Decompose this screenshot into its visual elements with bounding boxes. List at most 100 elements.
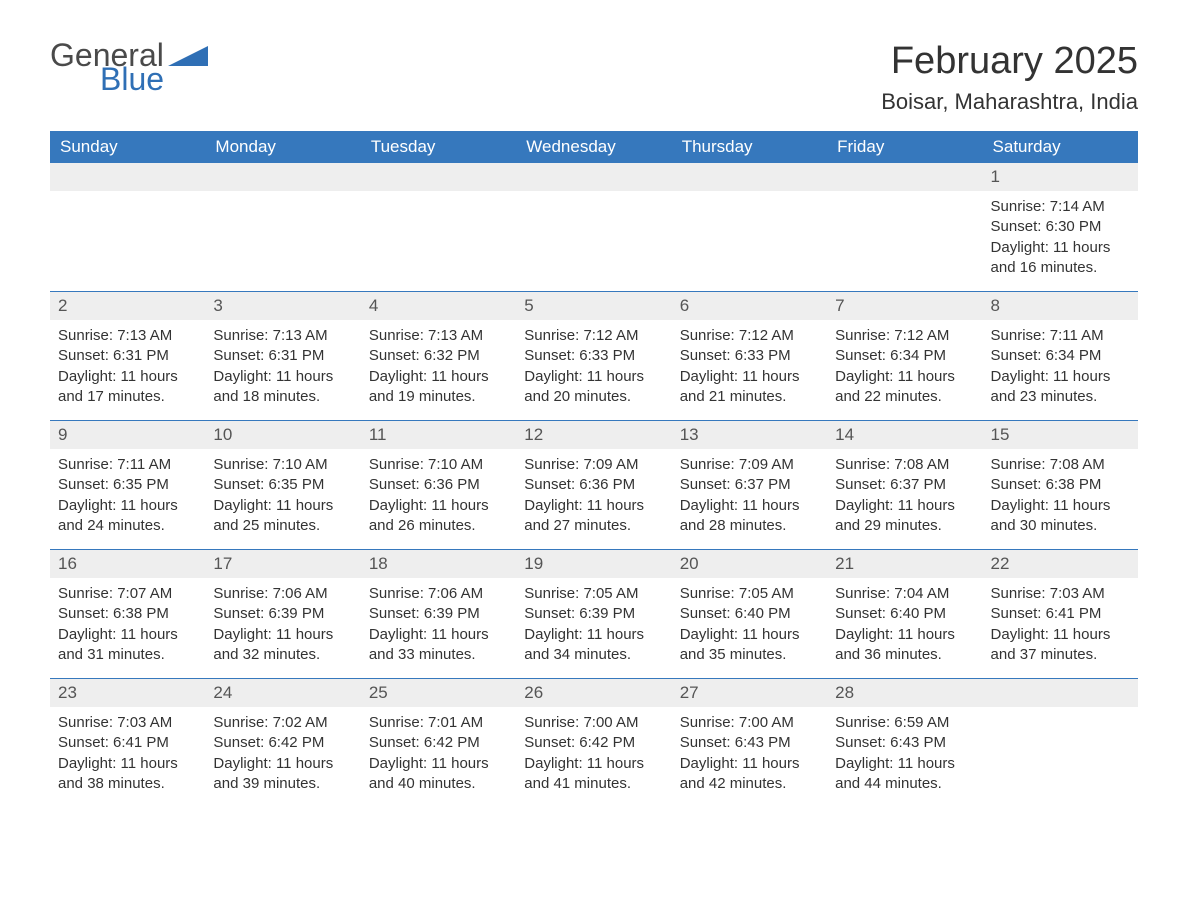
sunset-text: Sunset: 6:35 PM (58, 475, 197, 495)
daylight-text: Daylight: 11 hours and 25 minutes. (213, 496, 352, 537)
day-number (827, 163, 982, 191)
day-cell (50, 163, 205, 291)
day-details: Sunrise: 7:09 AMSunset: 6:36 PMDaylight:… (516, 449, 671, 546)
day-header-row: Sunday Monday Tuesday Wednesday Thursday… (50, 131, 1138, 163)
daylight-text: Daylight: 11 hours and 18 minutes. (213, 367, 352, 408)
day-details: Sunrise: 6:59 AMSunset: 6:43 PMDaylight:… (827, 707, 982, 804)
day-number: 8 (983, 292, 1138, 320)
day-number (516, 163, 671, 191)
sunset-text: Sunset: 6:43 PM (835, 733, 974, 753)
sunset-text: Sunset: 6:36 PM (369, 475, 508, 495)
col-tuesday: Tuesday (361, 131, 516, 163)
day-details: Sunrise: 7:08 AMSunset: 6:38 PMDaylight:… (983, 449, 1138, 546)
daylight-text: Daylight: 11 hours and 35 minutes. (680, 625, 819, 666)
sunset-text: Sunset: 6:32 PM (369, 346, 508, 366)
sunset-text: Sunset: 6:38 PM (58, 604, 197, 624)
day-number (672, 163, 827, 191)
day-number: 20 (672, 550, 827, 578)
day-number: 4 (361, 292, 516, 320)
day-number: 10 (205, 421, 360, 449)
sunset-text: Sunset: 6:43 PM (680, 733, 819, 753)
sunrise-text: Sunrise: 7:03 AM (58, 713, 197, 733)
day-details: Sunrise: 7:06 AMSunset: 6:39 PMDaylight:… (361, 578, 516, 675)
sunset-text: Sunset: 6:34 PM (835, 346, 974, 366)
day-cell (672, 163, 827, 291)
sunrise-text: Sunrise: 7:10 AM (213, 455, 352, 475)
day-details: Sunrise: 7:00 AMSunset: 6:42 PMDaylight:… (516, 707, 671, 804)
day-details: Sunrise: 7:01 AMSunset: 6:42 PMDaylight:… (361, 707, 516, 804)
day-number: 2 (50, 292, 205, 320)
day-number: 26 (516, 679, 671, 707)
day-details: Sunrise: 7:11 AMSunset: 6:34 PMDaylight:… (983, 320, 1138, 417)
day-cell: 14Sunrise: 7:08 AMSunset: 6:37 PMDayligh… (827, 421, 982, 549)
day-number (50, 163, 205, 191)
day-number: 23 (50, 679, 205, 707)
day-cell: 26Sunrise: 7:00 AMSunset: 6:42 PMDayligh… (516, 679, 671, 807)
day-cell: 15Sunrise: 7:08 AMSunset: 6:38 PMDayligh… (983, 421, 1138, 549)
day-details: Sunrise: 7:13 AMSunset: 6:31 PMDaylight:… (50, 320, 205, 417)
day-details: Sunrise: 7:13 AMSunset: 6:31 PMDaylight:… (205, 320, 360, 417)
day-number (205, 163, 360, 191)
sunset-text: Sunset: 6:41 PM (58, 733, 197, 753)
sunrise-text: Sunrise: 7:08 AM (835, 455, 974, 475)
day-cell: 4Sunrise: 7:13 AMSunset: 6:32 PMDaylight… (361, 292, 516, 420)
day-cell: 3Sunrise: 7:13 AMSunset: 6:31 PMDaylight… (205, 292, 360, 420)
sunset-text: Sunset: 6:37 PM (835, 475, 974, 495)
sunrise-text: Sunrise: 7:05 AM (680, 584, 819, 604)
sunset-text: Sunset: 6:39 PM (524, 604, 663, 624)
day-details: Sunrise: 7:13 AMSunset: 6:32 PMDaylight:… (361, 320, 516, 417)
day-details: Sunrise: 7:05 AMSunset: 6:39 PMDaylight:… (516, 578, 671, 675)
sunset-text: Sunset: 6:42 PM (213, 733, 352, 753)
day-details: Sunrise: 7:12 AMSunset: 6:33 PMDaylight:… (672, 320, 827, 417)
day-cell: 11Sunrise: 7:10 AMSunset: 6:36 PMDayligh… (361, 421, 516, 549)
page-title: February 2025 (881, 40, 1138, 83)
daylight-text: Daylight: 11 hours and 39 minutes. (213, 754, 352, 795)
sunset-text: Sunset: 6:40 PM (680, 604, 819, 624)
day-cell: 1Sunrise: 7:14 AMSunset: 6:30 PMDaylight… (983, 163, 1138, 291)
day-number: 6 (672, 292, 827, 320)
sunrise-text: Sunrise: 7:12 AM (835, 326, 974, 346)
day-details: Sunrise: 7:09 AMSunset: 6:37 PMDaylight:… (672, 449, 827, 546)
day-details: Sunrise: 7:05 AMSunset: 6:40 PMDaylight:… (672, 578, 827, 675)
day-number: 9 (50, 421, 205, 449)
day-cell: 9Sunrise: 7:11 AMSunset: 6:35 PMDaylight… (50, 421, 205, 549)
day-cell: 2Sunrise: 7:13 AMSunset: 6:31 PMDaylight… (50, 292, 205, 420)
day-details: Sunrise: 7:08 AMSunset: 6:37 PMDaylight:… (827, 449, 982, 546)
sunrise-text: Sunrise: 7:09 AM (524, 455, 663, 475)
day-number: 13 (672, 421, 827, 449)
day-cell: 16Sunrise: 7:07 AMSunset: 6:38 PMDayligh… (50, 550, 205, 678)
day-cell: 10 Sunrise: 7:10 AMSunset: 6:35 PMDayligh… (205, 421, 360, 549)
day-cell (205, 163, 360, 291)
day-cell: 24Sunrise: 7:02 AMSunset: 6:42 PMDayligh… (205, 679, 360, 807)
sunrise-text: Sunrise: 7:13 AM (213, 326, 352, 346)
sunrise-text: Sunrise: 7:02 AM (213, 713, 352, 733)
daylight-text: Daylight: 11 hours and 31 minutes. (58, 625, 197, 666)
daylight-text: Daylight: 11 hours and 20 minutes. (524, 367, 663, 408)
day-number: 22 (983, 550, 1138, 578)
day-number: 28 (827, 679, 982, 707)
sunrise-text: Sunrise: 7:03 AM (991, 584, 1130, 604)
day-cell (361, 163, 516, 291)
day-details: Sunrise: 7:12 AMSunset: 6:33 PMDaylight:… (516, 320, 671, 417)
day-details: Sunrise: 7:12 AMSunset: 6:34 PMDaylight:… (827, 320, 982, 417)
daylight-text: Daylight: 11 hours and 44 minutes. (835, 754, 974, 795)
sunset-text: Sunset: 6:42 PM (369, 733, 508, 753)
daylight-text: Daylight: 11 hours and 37 minutes. (991, 625, 1130, 666)
daylight-text: Daylight: 11 hours and 34 minutes. (524, 625, 663, 666)
col-wednesday: Wednesday (516, 131, 671, 163)
sunset-text: Sunset: 6:35 PM (213, 475, 352, 495)
day-cell: 19Sunrise: 7:05 AMSunset: 6:39 PMDayligh… (516, 550, 671, 678)
daylight-text: Daylight: 11 hours and 29 minutes. (835, 496, 974, 537)
day-details: Sunrise: 7:02 AMSunset: 6:42 PMDaylight:… (205, 707, 360, 804)
sunrise-text: Sunrise: 7:08 AM (991, 455, 1130, 475)
daylight-text: Daylight: 11 hours and 38 minutes. (58, 754, 197, 795)
day-cell (983, 679, 1138, 807)
sunrise-text: Sunrise: 7:14 AM (991, 197, 1130, 217)
sunrise-text: Sunrise: 7:00 AM (680, 713, 819, 733)
daylight-text: Daylight: 11 hours and 21 minutes. (680, 367, 819, 408)
daylight-text: Daylight: 11 hours and 40 minutes. (369, 754, 508, 795)
day-number: 14 (827, 421, 982, 449)
sunset-text: Sunset: 6:33 PM (524, 346, 663, 366)
day-cell: 8Sunrise: 7:11 AMSunset: 6:34 PMDaylight… (983, 292, 1138, 420)
daylight-text: Daylight: 11 hours and 30 minutes. (991, 496, 1130, 537)
